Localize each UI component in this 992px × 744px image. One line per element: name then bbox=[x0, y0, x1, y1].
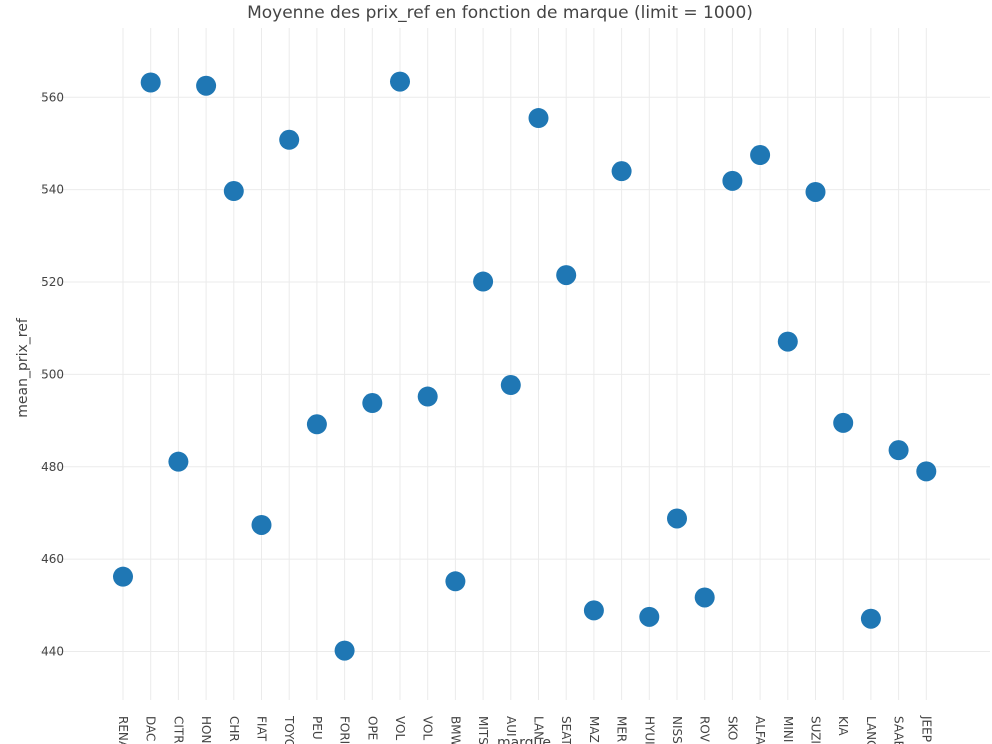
x-tick-label: FORI bbox=[338, 716, 352, 744]
y-tick-label: 480 bbox=[41, 460, 64, 474]
x-tick-label: JEEP bbox=[919, 715, 933, 742]
x-tick-label: VOL bbox=[421, 716, 435, 740]
x-tick-label: HON bbox=[199, 716, 213, 743]
data-point[interactable] bbox=[528, 108, 549, 129]
y-tick-label: 440 bbox=[41, 645, 64, 659]
data-point[interactable] bbox=[417, 386, 438, 407]
data-point[interactable] bbox=[888, 440, 909, 461]
y-gridlines bbox=[40, 96, 990, 653]
y-tick-label: 540 bbox=[41, 183, 64, 197]
data-point[interactable] bbox=[390, 71, 410, 92]
x-tick-label: FIAT bbox=[255, 716, 269, 742]
data-point[interactable] bbox=[113, 566, 133, 587]
x-tick-label: VOL bbox=[393, 716, 407, 740]
x-tick-label: CHR bbox=[227, 716, 241, 742]
x-tick-label: CITR bbox=[171, 716, 185, 744]
x-axis-title: marque bbox=[497, 735, 551, 744]
x-tick-label: AUI bbox=[504, 716, 518, 737]
data-point[interactable] bbox=[251, 514, 272, 535]
data-point[interactable] bbox=[805, 181, 826, 202]
x-tick-label: SUZI bbox=[809, 716, 823, 744]
y-tick-labels: 440 460 480 500 520 540 560 bbox=[41, 90, 64, 658]
x-tick-label: ALFA bbox=[753, 716, 767, 744]
data-point[interactable] bbox=[473, 271, 494, 292]
data-point[interactable] bbox=[833, 412, 854, 433]
y-tick-label: 560 bbox=[41, 90, 64, 104]
data-point[interactable] bbox=[306, 414, 327, 435]
data-point[interactable] bbox=[196, 75, 217, 96]
x-tick-label: LANG bbox=[864, 716, 878, 744]
data-point[interactable] bbox=[667, 508, 687, 529]
data-point[interactable] bbox=[694, 587, 715, 608]
data-point[interactable] bbox=[362, 393, 383, 414]
x-tick-label: MINI bbox=[781, 716, 795, 742]
data-point[interactable] bbox=[500, 375, 521, 396]
x-tick-labels: RENA DAC CITR HON CHR FIAT TOYO PEU FORI OPE VOL VO… bbox=[116, 715, 933, 744]
data-point[interactable] bbox=[556, 265, 577, 286]
x-tick-label: KIA bbox=[836, 716, 850, 736]
x-tick-label: LAN bbox=[532, 716, 546, 740]
x-tick-label: DAC bbox=[144, 716, 158, 741]
data-point[interactable] bbox=[860, 608, 881, 629]
data-point[interactable] bbox=[750, 145, 771, 166]
x-tick-label: ROV bbox=[698, 716, 712, 743]
x-tick-label: TOYO bbox=[282, 715, 296, 744]
data-point[interactable] bbox=[140, 72, 161, 93]
x-tick-label: SKO bbox=[725, 716, 739, 740]
data-point[interactable] bbox=[777, 331, 798, 352]
data-point[interactable] bbox=[639, 606, 660, 627]
x-tick-label: SAAE bbox=[892, 716, 906, 744]
x-tick-label: OPE bbox=[365, 716, 379, 740]
y-tick-label: 460 bbox=[41, 552, 64, 566]
x-tick-label: MAZ bbox=[587, 716, 601, 743]
data-point[interactable] bbox=[168, 451, 189, 472]
x-tick-label: MER bbox=[615, 716, 629, 742]
data-point[interactable] bbox=[611, 161, 632, 182]
data-point[interactable] bbox=[583, 600, 604, 621]
x-tick-label: PEU bbox=[310, 716, 324, 740]
data-point[interactable] bbox=[279, 129, 300, 150]
x-tick-label: HYUI bbox=[642, 716, 656, 744]
x-tick-label: RENA bbox=[116, 716, 130, 744]
y-tick-label: 520 bbox=[41, 275, 64, 289]
x-tick-label: MITS bbox=[476, 716, 490, 744]
x-tick-label: BMW bbox=[448, 716, 462, 744]
y-axis-title: mean_prix_ref bbox=[15, 317, 31, 418]
y-tick-label: 500 bbox=[41, 367, 64, 381]
x-tick-label: NISS bbox=[670, 716, 684, 744]
x-gridlines bbox=[122, 28, 927, 700]
x-tick-label: SEAT bbox=[559, 716, 573, 744]
data-point[interactable] bbox=[445, 571, 466, 592]
data-point[interactable] bbox=[916, 461, 937, 482]
data-point[interactable] bbox=[223, 181, 244, 202]
data-points bbox=[113, 71, 937, 661]
data-point[interactable] bbox=[722, 170, 743, 191]
chart-title: Moyenne des prix_ref en fonction de marq… bbox=[247, 3, 753, 23]
data-point[interactable] bbox=[334, 640, 355, 661]
